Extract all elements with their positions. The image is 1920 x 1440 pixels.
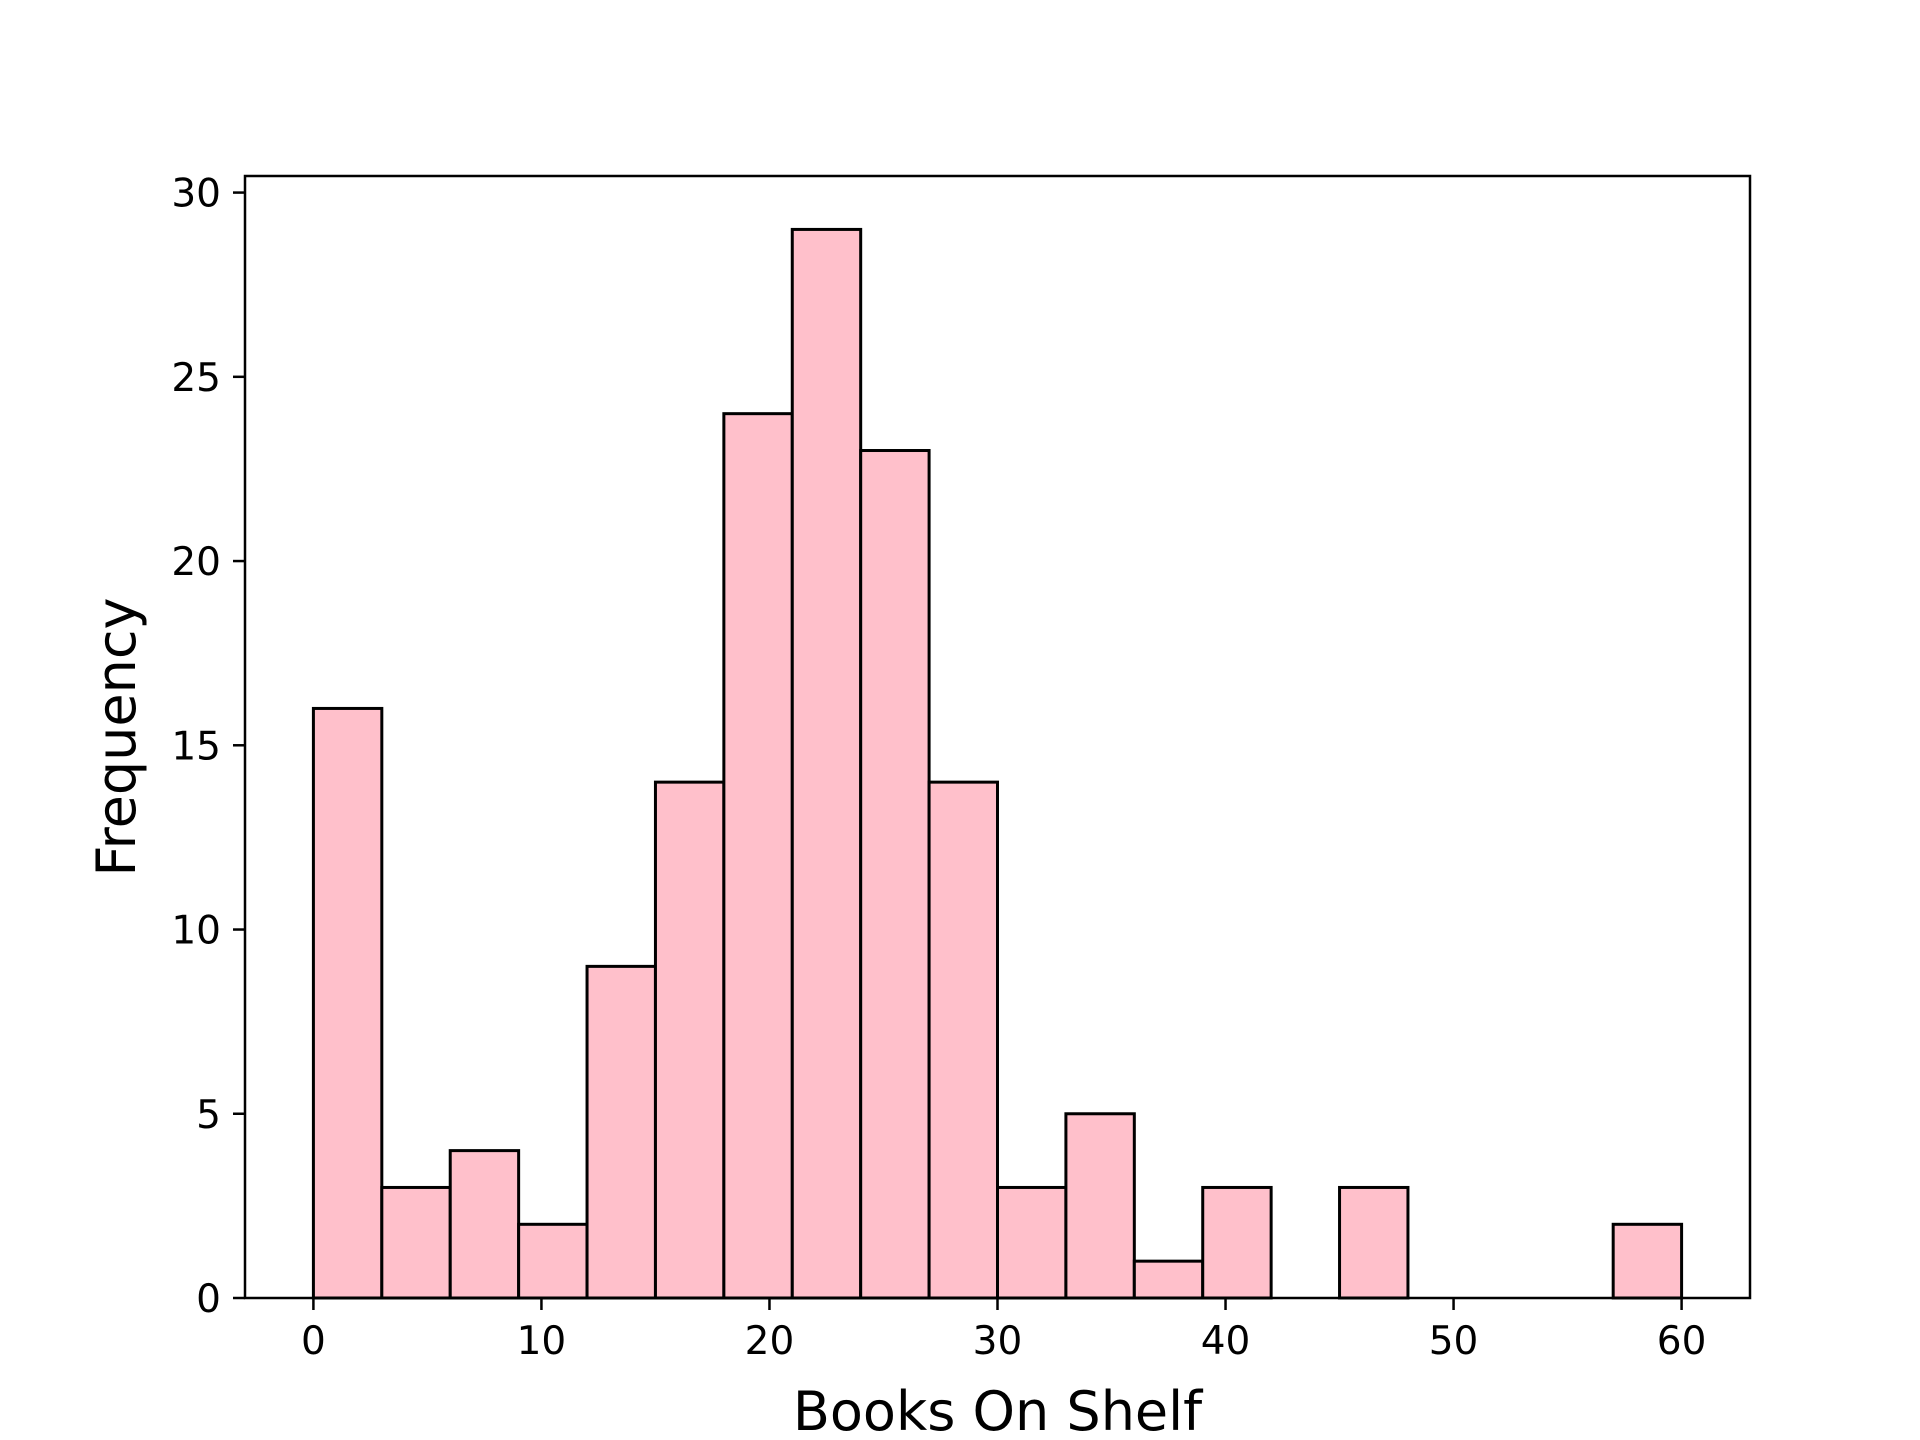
histogram-bar <box>1064 1112 1136 1300</box>
x-tick-label: 20 <box>745 1319 795 1364</box>
histogram-bar <box>653 780 726 1300</box>
x-tick-label: 60 <box>1657 1319 1707 1364</box>
x-tick-label: 40 <box>1201 1319 1251 1364</box>
y-tick-label: 25 <box>171 356 221 401</box>
y-tick-label: 15 <box>171 724 221 769</box>
histogram-bar <box>448 1149 521 1300</box>
x-tick-label: 10 <box>517 1319 567 1364</box>
x-axis-label: Books On Shelf <box>793 1380 1204 1440</box>
y-tick-label: 5 <box>196 1093 221 1138</box>
y-axis-label: Frequency <box>85 598 148 877</box>
x-axis-ticks: 0 10 20 30 40 50 60 <box>301 1298 1706 1364</box>
histogram-bar <box>517 1222 589 1300</box>
histogram-bar <box>311 706 384 1300</box>
x-tick-label: 50 <box>1429 1319 1479 1364</box>
histogram-bar <box>1201 1185 1273 1300</box>
histogram-bar <box>585 964 657 1300</box>
x-tick-label: 0 <box>301 1319 326 1364</box>
histogram-bar <box>790 227 863 1300</box>
histogram-bar <box>996 1185 1068 1300</box>
y-tick-label: 0 <box>196 1277 221 1322</box>
histogram-bar <box>380 1185 452 1300</box>
histogram-bar <box>927 780 999 1300</box>
histogram-bar <box>1338 1185 1410 1300</box>
y-axis-ticks: 0 5 10 15 20 25 30 <box>171 172 245 1322</box>
bars-layer <box>311 227 1684 1300</box>
y-tick-label: 20 <box>171 540 221 585</box>
y-tick-label: 30 <box>171 172 221 217</box>
histogram-bar <box>1132 1259 1205 1300</box>
x-tick-label: 30 <box>973 1319 1023 1364</box>
y-tick-label: 10 <box>171 909 221 954</box>
histogram-bar <box>722 412 794 1300</box>
histogram-bar <box>1611 1222 1684 1300</box>
histogram-bar <box>859 449 931 1300</box>
